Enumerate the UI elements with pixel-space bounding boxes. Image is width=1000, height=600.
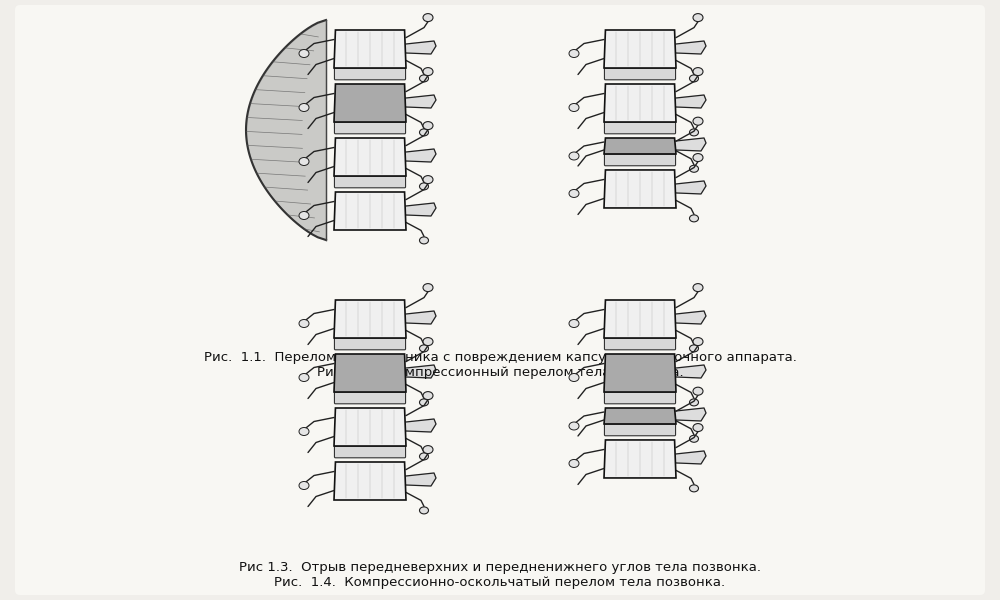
Ellipse shape	[423, 284, 433, 292]
Ellipse shape	[690, 129, 698, 136]
FancyBboxPatch shape	[604, 338, 676, 350]
Ellipse shape	[569, 190, 579, 197]
Ellipse shape	[690, 435, 698, 442]
Ellipse shape	[299, 427, 309, 436]
Polygon shape	[604, 30, 676, 68]
Ellipse shape	[420, 129, 428, 136]
Polygon shape	[334, 138, 406, 176]
Polygon shape	[334, 408, 406, 446]
FancyBboxPatch shape	[604, 392, 676, 404]
Ellipse shape	[569, 460, 579, 467]
Ellipse shape	[693, 338, 703, 346]
Text: Рис.  1.2.  Компрессионный перелом тела позвонка.: Рис. 1.2. Компрессионный перелом тела по…	[317, 366, 683, 379]
Polygon shape	[406, 149, 436, 162]
Polygon shape	[334, 300, 406, 338]
Ellipse shape	[299, 319, 309, 328]
Text: Рис.  1.1.  Перелом позвоночника с повреждением капсульно-связочного аппарата.: Рис. 1.1. Перелом позвоночника с поврежд…	[204, 351, 796, 364]
Ellipse shape	[423, 338, 433, 346]
Ellipse shape	[569, 49, 579, 58]
Ellipse shape	[299, 373, 309, 382]
Polygon shape	[406, 95, 436, 108]
Ellipse shape	[693, 387, 703, 395]
Polygon shape	[406, 311, 436, 324]
Ellipse shape	[420, 237, 428, 244]
Polygon shape	[334, 30, 406, 68]
Polygon shape	[676, 451, 706, 464]
Polygon shape	[334, 462, 406, 500]
FancyBboxPatch shape	[334, 338, 406, 350]
Ellipse shape	[690, 165, 698, 172]
Polygon shape	[676, 138, 706, 151]
Polygon shape	[604, 84, 676, 122]
Ellipse shape	[420, 453, 428, 460]
FancyBboxPatch shape	[334, 176, 406, 188]
Ellipse shape	[420, 345, 428, 352]
Ellipse shape	[299, 211, 309, 220]
Ellipse shape	[569, 152, 579, 160]
Ellipse shape	[569, 422, 579, 430]
Polygon shape	[604, 138, 676, 154]
Polygon shape	[334, 192, 406, 230]
Text: Рис.  1.4.  Компрессионно-оскольчатый перелом тела позвонка.: Рис. 1.4. Компрессионно-оскольчатый пере…	[274, 576, 726, 589]
Ellipse shape	[569, 373, 579, 382]
Ellipse shape	[690, 345, 698, 352]
Ellipse shape	[693, 68, 703, 76]
Ellipse shape	[690, 399, 698, 406]
FancyBboxPatch shape	[604, 68, 676, 80]
Polygon shape	[406, 203, 436, 216]
Ellipse shape	[690, 215, 698, 222]
Ellipse shape	[693, 154, 703, 161]
FancyBboxPatch shape	[334, 392, 406, 404]
Ellipse shape	[420, 183, 428, 190]
Polygon shape	[604, 408, 676, 424]
Ellipse shape	[299, 481, 309, 490]
Ellipse shape	[693, 14, 703, 22]
Polygon shape	[406, 473, 436, 486]
Polygon shape	[406, 41, 436, 54]
Ellipse shape	[569, 103, 579, 112]
Ellipse shape	[423, 392, 433, 400]
Ellipse shape	[423, 446, 433, 454]
Polygon shape	[676, 365, 706, 378]
FancyBboxPatch shape	[334, 68, 406, 80]
Ellipse shape	[423, 14, 433, 22]
Ellipse shape	[423, 68, 433, 76]
Polygon shape	[604, 354, 676, 392]
Ellipse shape	[693, 117, 703, 125]
Polygon shape	[676, 41, 706, 54]
FancyBboxPatch shape	[604, 122, 676, 134]
Ellipse shape	[690, 485, 698, 492]
Ellipse shape	[299, 157, 309, 166]
Polygon shape	[604, 440, 676, 478]
Ellipse shape	[420, 507, 428, 514]
Polygon shape	[676, 181, 706, 194]
Polygon shape	[334, 354, 406, 392]
Ellipse shape	[420, 399, 428, 406]
Ellipse shape	[569, 319, 579, 328]
FancyBboxPatch shape	[15, 5, 985, 595]
Polygon shape	[334, 84, 406, 122]
Ellipse shape	[693, 284, 703, 292]
Polygon shape	[604, 170, 676, 208]
Ellipse shape	[420, 75, 428, 82]
Polygon shape	[676, 311, 706, 324]
Polygon shape	[604, 300, 676, 338]
Ellipse shape	[693, 424, 703, 431]
FancyBboxPatch shape	[334, 446, 406, 458]
Ellipse shape	[423, 122, 433, 130]
Polygon shape	[406, 365, 436, 378]
FancyBboxPatch shape	[334, 122, 406, 134]
FancyBboxPatch shape	[604, 424, 676, 436]
Ellipse shape	[423, 176, 433, 184]
FancyBboxPatch shape	[604, 154, 676, 166]
Polygon shape	[406, 419, 436, 432]
Text: Рис 1.3.  Отрыв передневерхних и передненижнего углов тела позвонка.: Рис 1.3. Отрыв передневерхних и переднен…	[239, 561, 761, 574]
Ellipse shape	[299, 49, 309, 58]
Polygon shape	[676, 408, 706, 421]
Ellipse shape	[299, 103, 309, 112]
Ellipse shape	[690, 75, 698, 82]
Polygon shape	[676, 95, 706, 108]
